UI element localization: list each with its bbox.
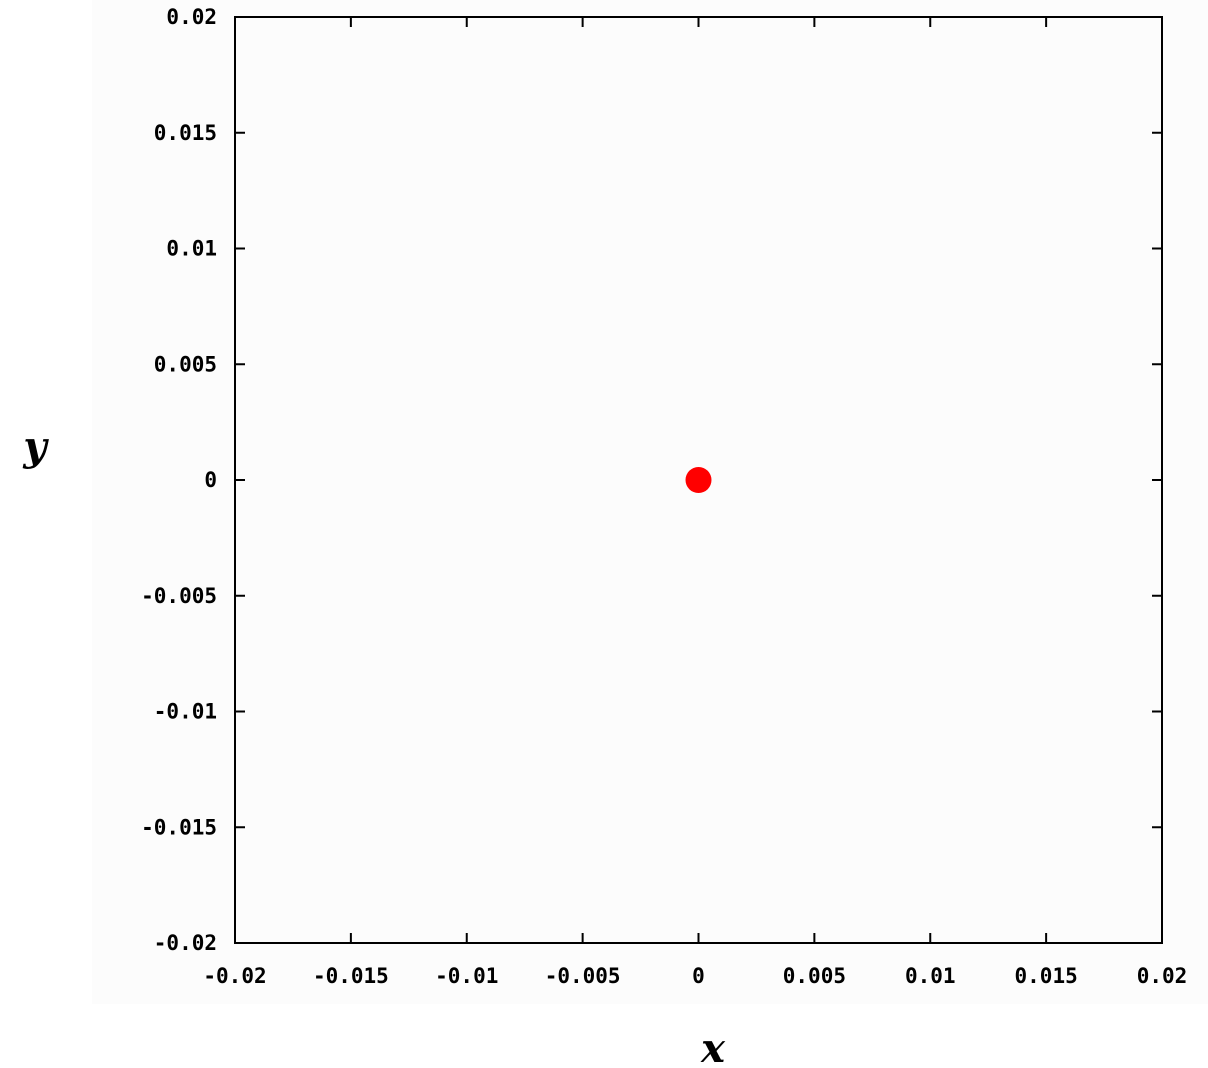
y-axis: 0.02 0.015 0.01 0.005 0 -0.005 -0.01 -0.015 -0.0…: [141, 5, 1162, 955]
x-tick-label: -0.01: [435, 964, 498, 988]
x-tick-label: 0.01: [905, 964, 956, 988]
data-point: [685, 467, 712, 493]
x-axis-title: x: [700, 1025, 726, 1068]
x-tick-label: -0.015: [313, 964, 389, 988]
y-tick-label: -0.01: [154, 700, 217, 724]
x-tick-label: 0: [692, 964, 705, 988]
x-tick-label: -0.02: [203, 964, 266, 988]
y-tick-label: 0.02: [166, 5, 217, 29]
x-tick-label: -0.005: [545, 964, 621, 988]
x-tick-label: 0.005: [783, 964, 846, 988]
figure-background: [92, 0, 1208, 1004]
y-axis-title: y: [22, 423, 49, 470]
x-axis: -0.02 -0.015 -0.01 -0.005 0 0.005 0.01 0.015 0.0…: [203, 17, 1187, 988]
x-tick-label: 0.02: [1137, 964, 1188, 988]
data-points: [685, 467, 712, 493]
x-tick-label: 0.015: [1015, 964, 1078, 988]
y-tick-label: 0: [204, 468, 217, 492]
y-tick-label: -0.015: [141, 815, 217, 839]
y-tick-label: 0.005: [154, 352, 217, 376]
y-tick-label: -0.005: [141, 584, 217, 608]
y-tick-label: -0.02: [154, 931, 217, 955]
y-tick-label: 0.015: [154, 121, 217, 145]
y-tick-label: 0.01: [166, 237, 217, 261]
